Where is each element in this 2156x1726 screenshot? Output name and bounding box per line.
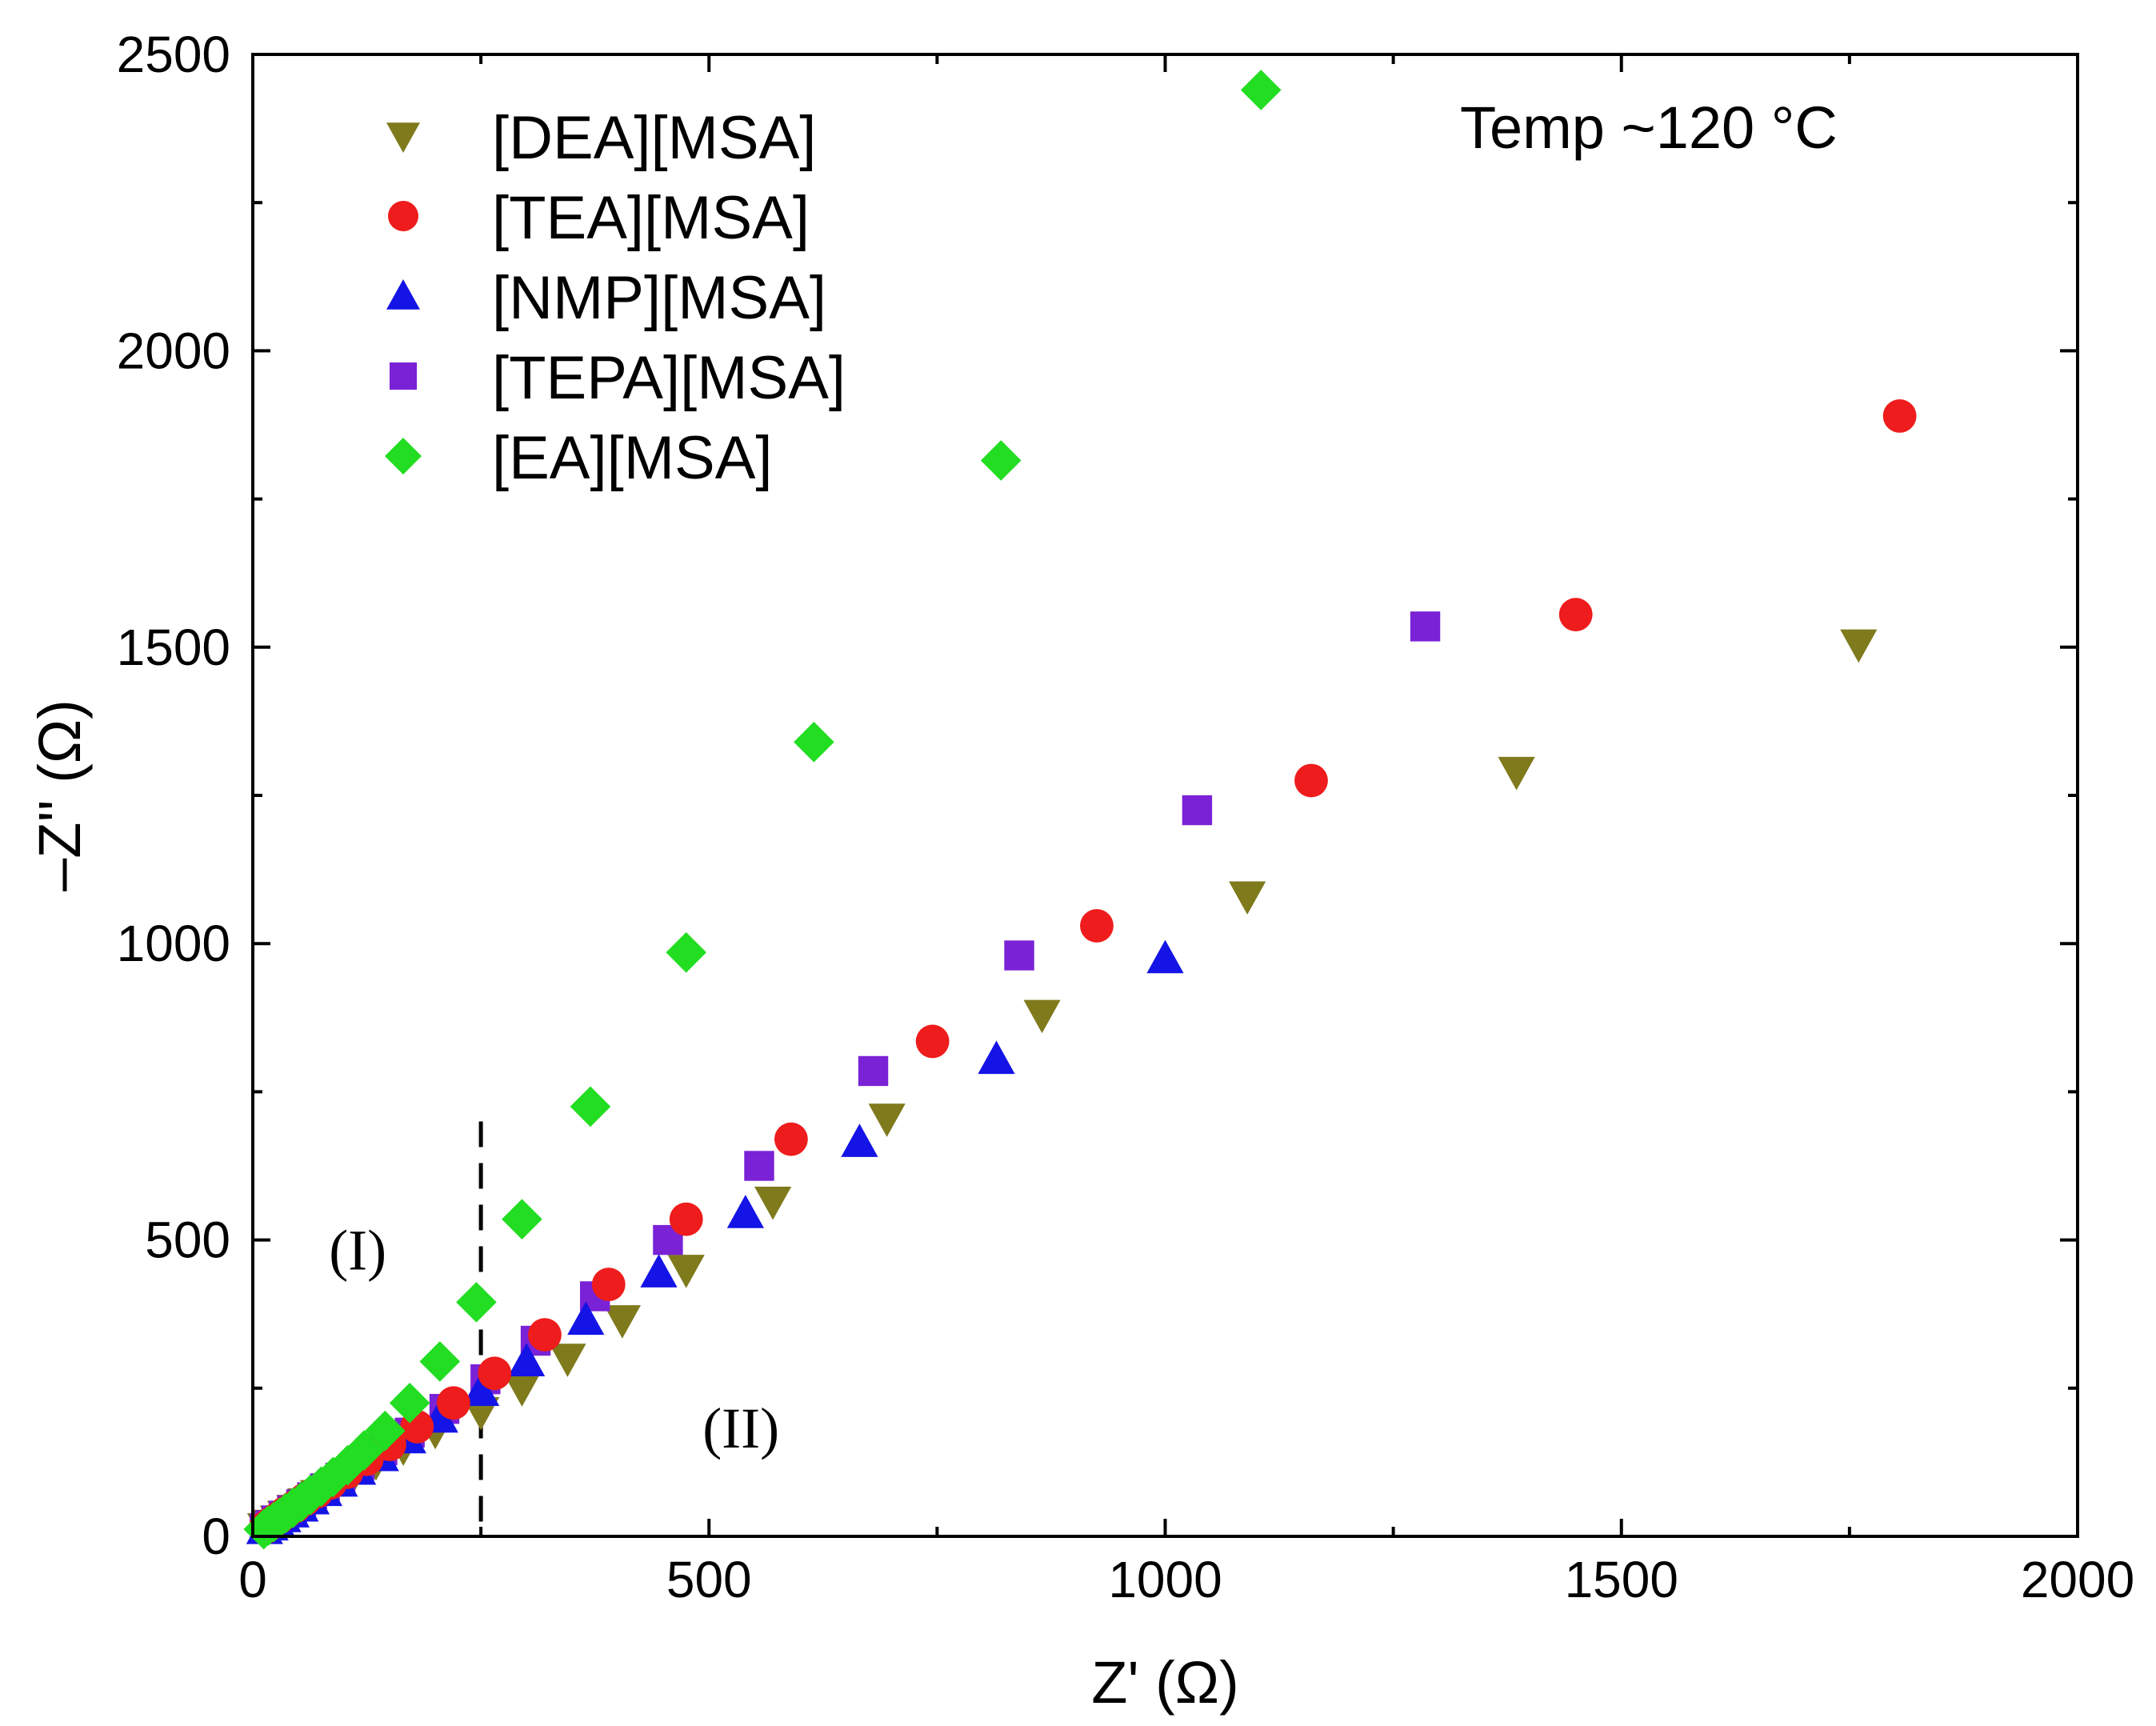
y-tick-label: 500	[145, 1211, 230, 1269]
data-point	[1498, 756, 1535, 791]
data-point	[667, 1255, 705, 1288]
data-point	[1080, 909, 1114, 943]
data-point	[591, 1267, 626, 1302]
data-point	[478, 1356, 512, 1391]
data-point	[528, 1318, 562, 1352]
data-point	[1410, 611, 1441, 642]
x-axis-title: Z' (Ω)	[1091, 1649, 1239, 1716]
data-point	[1004, 940, 1034, 971]
x-tick-label: 1500	[1565, 1551, 1678, 1608]
data-point	[549, 1344, 586, 1377]
temperature-annotation: Temp ~120 °C	[1460, 94, 1838, 161]
data-point	[389, 1383, 430, 1424]
legend-label: [DEA][MSA]	[492, 104, 816, 172]
data-point	[754, 1186, 792, 1220]
legend-marker	[386, 122, 420, 153]
y-tick-label: 1500	[117, 619, 230, 676]
y-tick-label: 0	[202, 1508, 230, 1565]
data-point	[1840, 629, 1878, 663]
x-tick-label: 500	[666, 1551, 752, 1608]
y-tick-label: 2500	[117, 26, 230, 83]
data-point	[1240, 70, 1282, 110]
data-point	[570, 1086, 611, 1127]
legend-marker	[386, 279, 420, 310]
data-point	[669, 1202, 703, 1236]
data-point	[567, 1301, 605, 1336]
plot-frame	[251, 53, 2079, 1538]
data-point	[868, 1103, 906, 1137]
data-point	[603, 1305, 642, 1339]
data-points	[243, 70, 1917, 1550]
data-point	[915, 1024, 950, 1059]
data-point	[462, 1372, 500, 1406]
data-point	[978, 1040, 1015, 1075]
data-point	[980, 440, 1022, 481]
y-tick-label: 2000	[117, 322, 230, 379]
legend-marker	[385, 438, 422, 475]
legend-marker	[390, 362, 417, 390]
data-point	[365, 1410, 406, 1452]
data-point	[858, 1055, 889, 1087]
legend-label: [NMP][MSA]	[492, 264, 826, 332]
region-label-i: (I)	[329, 1219, 386, 1283]
data-point	[794, 722, 834, 763]
data-point	[726, 1195, 764, 1228]
data-point	[841, 1123, 878, 1157]
data-point	[666, 932, 707, 973]
x-tick-label: 0	[238, 1551, 267, 1608]
x-tick-label: 1000	[1108, 1551, 1222, 1608]
data-point	[1882, 398, 1917, 433]
data-point	[503, 1373, 541, 1407]
legend-label: [TEA][MSA]	[492, 184, 810, 252]
data-point	[1146, 939, 1184, 974]
x-tick-label: 2000	[2021, 1551, 2134, 1608]
tick-labels: 0 500 1000 1500 2000 0 500 1000 1500 2000 2500	[117, 26, 2135, 1608]
legend-label: [EA][MSA]	[492, 424, 773, 492]
data-point	[1023, 999, 1061, 1034]
data-point	[1558, 598, 1593, 631]
data-point	[640, 1254, 678, 1287]
data-point	[774, 1122, 808, 1156]
legend: [DEA][MSA] [TEA][MSA] [NMP][MSA] [TEPA][MSA…	[385, 104, 846, 492]
data-point	[456, 1282, 497, 1323]
legend-marker	[388, 201, 418, 231]
data-point	[1229, 881, 1266, 915]
y-tick-label: 1000	[117, 915, 230, 972]
data-point	[419, 1341, 461, 1382]
region-label-ii: (II)	[702, 1396, 779, 1460]
data-point	[508, 1343, 546, 1376]
y-axis-title: –Z'' (Ω)	[26, 699, 93, 891]
legend-label: [TEPA][MSA]	[492, 344, 846, 412]
data-point	[502, 1199, 542, 1239]
data-point	[1294, 763, 1328, 798]
data-point	[744, 1151, 774, 1181]
data-point	[1182, 795, 1213, 826]
data-point	[437, 1386, 470, 1420]
